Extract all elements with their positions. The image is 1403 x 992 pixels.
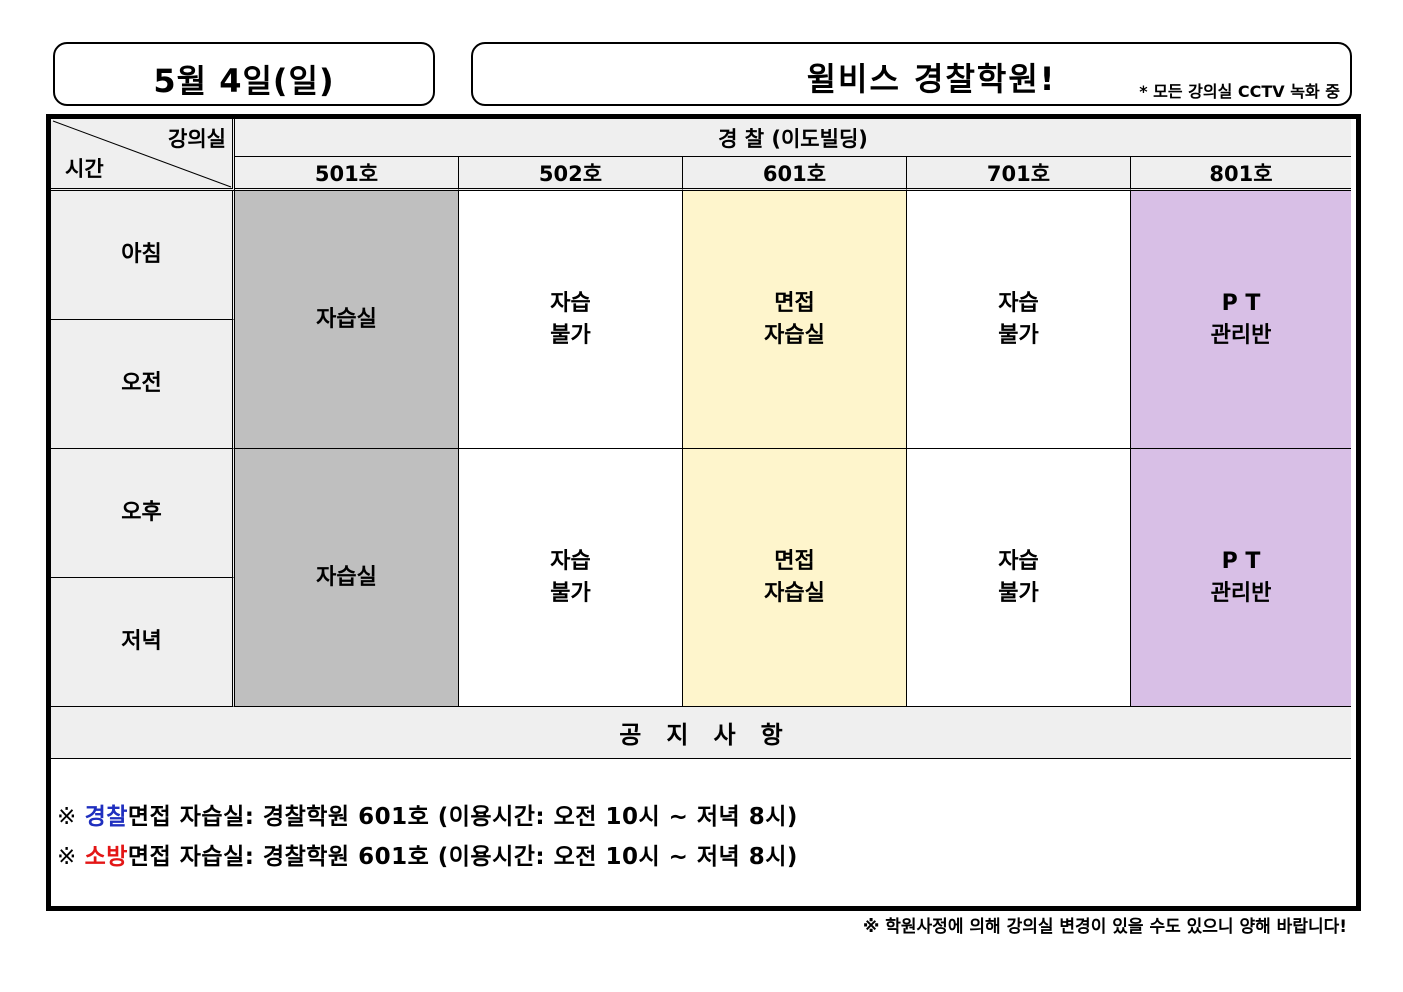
- room-label: 701호: [986, 161, 1051, 186]
- notice-line-fire: ※ 소방면접 자습실: 경찰학원 601호 (이용시간: 오전 10시 ~ 저녁…: [57, 837, 798, 871]
- academy-title: 윌비스 경찰학원!: [806, 60, 1057, 98]
- slot-line2: 불가: [998, 322, 1039, 348]
- time-evening: 저녁: [51, 578, 235, 707]
- slot-line1: P T: [1221, 548, 1261, 574]
- schedule-table: 강의실 시간 경 찰 (이도빌딩) 501호 502호 601호 701호 80…: [46, 114, 1361, 911]
- slot-line1: 자습: [550, 290, 591, 316]
- slot-501-pm: 자습실: [235, 449, 459, 707]
- slot-line2: 불가: [550, 580, 591, 606]
- slot-line1: 자습: [998, 290, 1039, 316]
- time-morning: 아침: [51, 191, 235, 320]
- slot-line1: 자습실: [316, 306, 377, 332]
- slot-801-pm: P T 관리반: [1131, 449, 1351, 707]
- date-box: 5월 4일(일): [53, 42, 435, 106]
- slot-line1: 자습: [998, 548, 1039, 574]
- building-label: 경 찰 (이도빌딩): [718, 126, 868, 151]
- slot-line1: 자습: [550, 548, 591, 574]
- slot-line1: 면접: [774, 548, 815, 574]
- room-header-501: 501호: [235, 157, 459, 191]
- slot-line2: 관리반: [1210, 580, 1272, 606]
- schedule-date: 5월 4일(일): [153, 62, 335, 100]
- time-label: 오전: [121, 371, 162, 396]
- room-label: 501호: [314, 161, 379, 186]
- slot-801-am: P T 관리반: [1131, 191, 1351, 449]
- time-label: 아침: [121, 242, 162, 267]
- notice-highlight: 경찰: [84, 804, 128, 830]
- notice-mark: ※: [57, 804, 85, 830]
- cctv-note: * 모든 강의실 CCTV 녹화 중: [1139, 82, 1340, 101]
- corner-time-label: 시간: [65, 157, 104, 181]
- corner-header: 강의실 시간: [51, 119, 235, 191]
- notice-line-police: ※ 경찰면접 자습실: 경찰학원 601호 (이용시간: 오전 10시 ~ 저녁…: [57, 797, 798, 831]
- slot-line2: 관리반: [1210, 322, 1272, 348]
- corner-room-label: 강의실: [168, 127, 226, 151]
- time-forenoon: 오전: [51, 320, 235, 449]
- title-box: 윌비스 경찰학원! * 모든 강의실 CCTV 녹화 중: [471, 42, 1352, 106]
- notice-highlight: 소방: [84, 844, 128, 870]
- slot-line2: 자습실: [764, 322, 825, 348]
- slot-501-am: 자습실: [235, 191, 459, 449]
- room-label: 502호: [538, 161, 603, 186]
- notice-text: 면접 자습실: 경찰학원 601호 (이용시간: 오전 10시 ~ 저녁 8시): [127, 804, 798, 830]
- room-header-701: 701호: [907, 157, 1131, 191]
- slot-line1: 면접: [774, 290, 815, 316]
- building-header: 경 찰 (이도빌딩): [235, 119, 1351, 157]
- time-label: 저녁: [121, 629, 162, 654]
- notice-mark: ※: [57, 844, 85, 870]
- slot-line2: 불가: [550, 322, 591, 348]
- room-label: 601호: [762, 161, 827, 186]
- room-header-801: 801호: [1131, 157, 1351, 191]
- room-label: 801호: [1209, 161, 1273, 186]
- notice-text: 면접 자습실: 경찰학원 601호 (이용시간: 오전 10시 ~ 저녁 8시): [127, 844, 798, 870]
- footer-note: ※ 학원사정에 의해 강의실 변경이 있을 수도 있으니 양해 바랍니다!: [862, 917, 1347, 937]
- slot-line1: 자습실: [316, 564, 377, 590]
- slot-line2: 자습실: [764, 580, 825, 606]
- notice-heading: 공 지 사 항: [619, 721, 783, 749]
- time-afternoon: 오후: [51, 449, 235, 578]
- room-header-601: 601호: [683, 157, 907, 191]
- diagonal-line: [52, 120, 232, 188]
- slot-line2: 불가: [998, 580, 1039, 606]
- room-header-502: 502호: [459, 157, 683, 191]
- notice-header: 공 지 사 항: [51, 707, 1351, 759]
- slot-line1: P T: [1221, 290, 1261, 316]
- time-label: 오후: [121, 500, 162, 525]
